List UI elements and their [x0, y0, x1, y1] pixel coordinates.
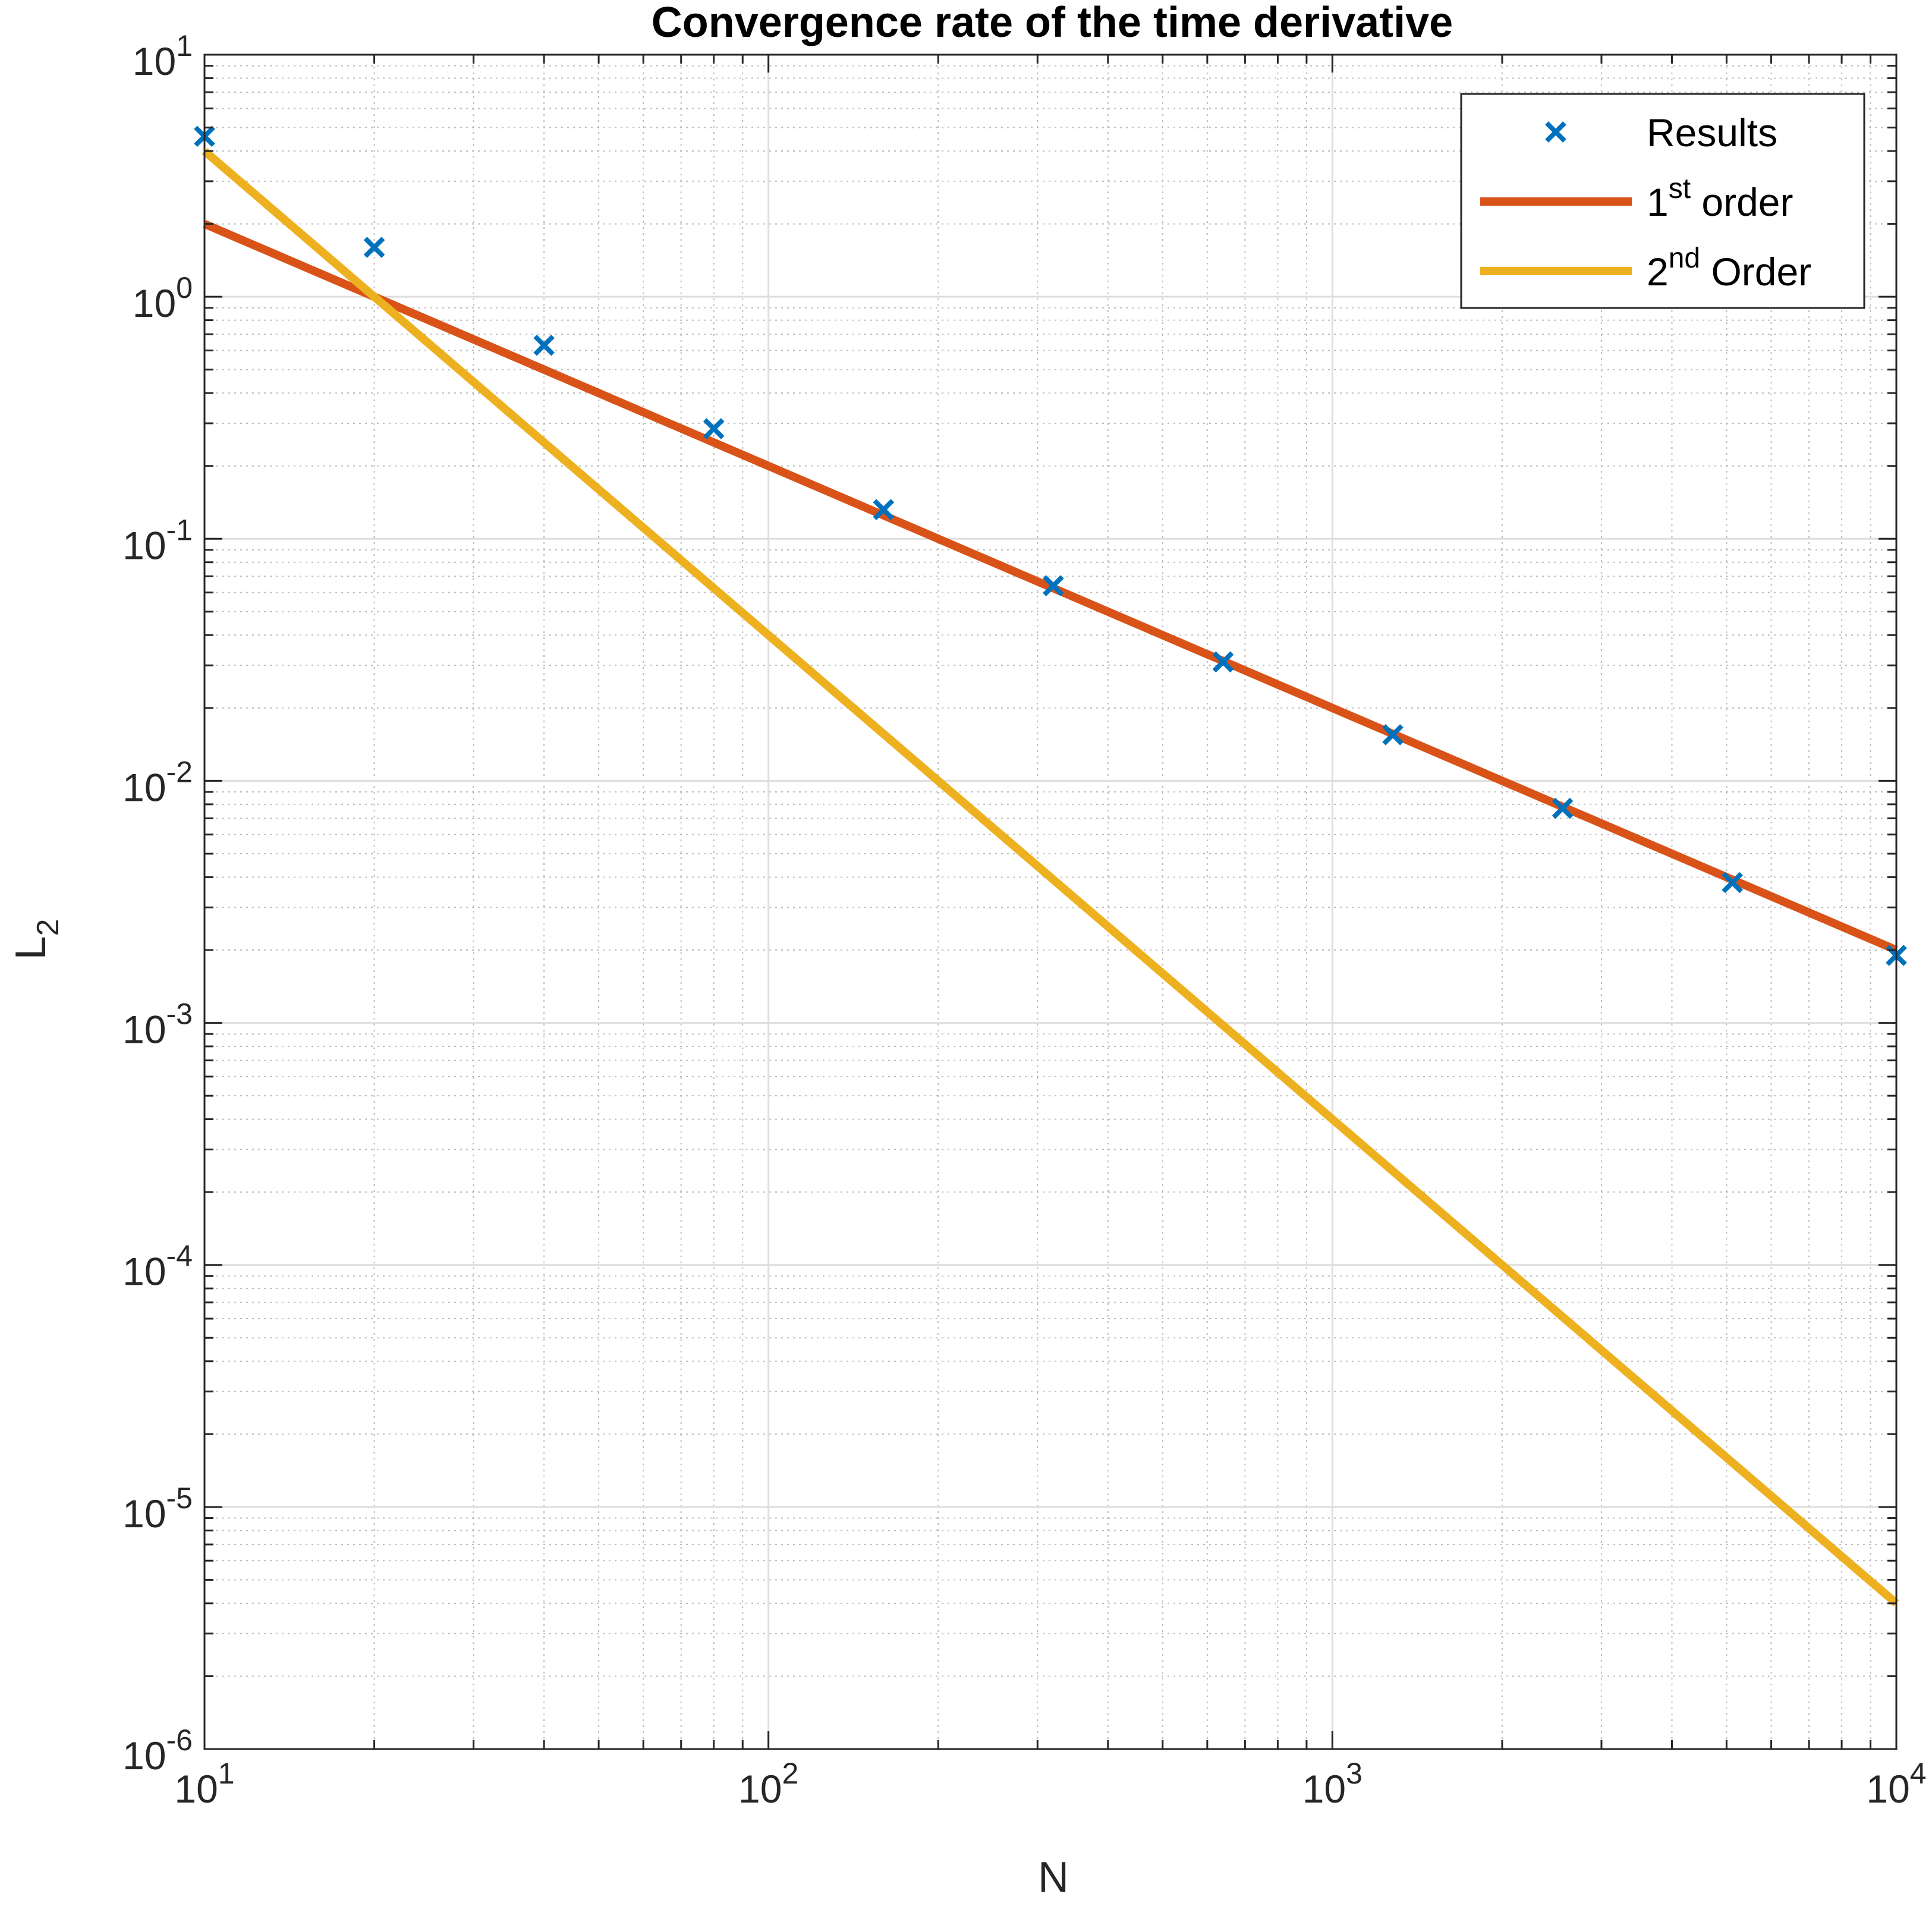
- result-marker: [1043, 575, 1064, 597]
- y-axis-label: L2: [7, 919, 65, 960]
- result-marker: [1722, 872, 1744, 894]
- result-marker: [1212, 651, 1234, 673]
- y-axis-label-base: L: [7, 936, 55, 960]
- result-marker: [1382, 724, 1404, 746]
- plot-frame: [203, 54, 1898, 1750]
- result-marker: [363, 237, 385, 258]
- y-tick-label: 100: [133, 271, 193, 325]
- y-tick-label: 101: [133, 29, 193, 83]
- x-tick-label: 101: [174, 1757, 234, 1811]
- y-tick-label: 10-3: [122, 998, 193, 1052]
- result-marker: [533, 335, 555, 356]
- y-tick-label: 10-2: [122, 755, 193, 809]
- series-line-3: [202, 147, 1899, 1607]
- axes: [203, 54, 1898, 1750]
- result-marker: [703, 418, 725, 439]
- x-tick-label: 104: [1866, 1757, 1926, 1811]
- chart-title: Convergence rate of the time derivative: [652, 0, 1453, 46]
- y-tick-label: 10-4: [122, 1240, 193, 1294]
- y-tick-label: 10-1: [122, 513, 193, 567]
- result-marker: [1552, 797, 1574, 819]
- y-tick-label: 10-5: [122, 1482, 193, 1536]
- y-tick-label: 10-6: [122, 1723, 193, 1778]
- x-axis-label: N: [1038, 1854, 1069, 1901]
- legend-label-2: 1st order: [1647, 173, 1793, 224]
- x-tick-label: 102: [738, 1757, 798, 1811]
- legend-label-3: 2nd Order: [1647, 243, 1811, 294]
- grid: [203, 54, 1898, 1750]
- legend-label-1: Results: [1647, 111, 1777, 155]
- tick-labels: 101 102 103 104 101 100 10-1 10-2 10-3 10-4 10-5 10…: [122, 29, 1927, 1811]
- y-axis-label-subscript: 2: [31, 919, 65, 936]
- x-tick-label: 103: [1302, 1757, 1363, 1811]
- result-marker: [873, 499, 895, 521]
- legend-marker-results: [1545, 121, 1566, 143]
- legend: Results 1st order 2nd Order: [1460, 93, 1865, 309]
